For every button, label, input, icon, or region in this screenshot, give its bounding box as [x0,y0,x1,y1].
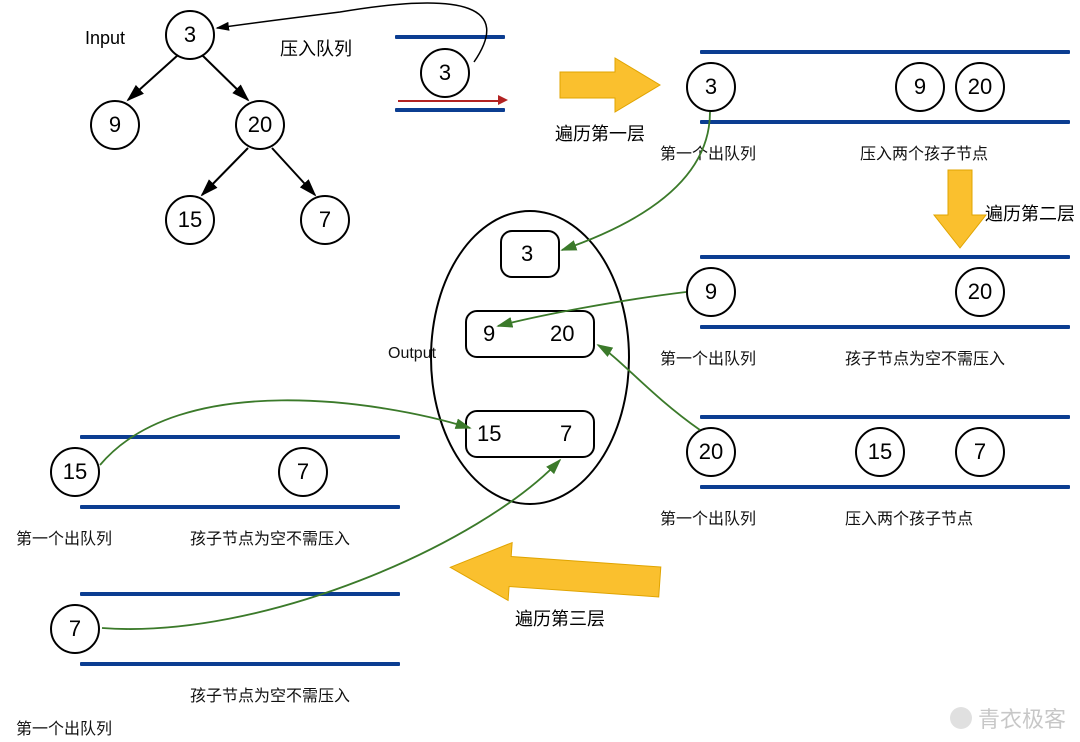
queue-l3a-item-0: 7 [278,447,328,497]
red-arrow-head [498,95,508,105]
l1-dequeue-label: 第一个出队列 [660,140,756,164]
queue-l2a-item-0-value: 20 [968,279,992,305]
tree-edge-root-right [202,55,248,100]
l3a-dequeue-label: 第一个出队列 [16,525,112,549]
queue-l1-dequeued: 3 [686,62,736,112]
output-row-1-0: 9 [483,321,495,347]
l1-push-children-label: 压入两个孩子节点 [860,140,988,164]
queue-l2b-dequeued: 20 [686,427,736,477]
queue-l2b-bottom [700,485,1070,489]
tree-edge-right-left [202,148,248,195]
red-arrow-line [398,100,498,102]
tree-node-right-value: 20 [248,112,272,138]
queue-l1-item-0: 9 [895,62,945,112]
wechat-icon [950,707,972,729]
queue-l3a-bottom [80,505,400,509]
queue-initial-item-0: 3 [420,48,470,98]
l2b-push-children-label: 压入两个孩子节点 [845,505,973,529]
tree-node-right-left-value: 15 [178,207,202,233]
queue-l2a-dequeued: 9 [686,267,736,317]
big-arrow-l1 [560,58,660,112]
queue-l1-item-1-value: 20 [968,74,992,100]
queue-l3b-dequeued-value: 7 [69,616,81,642]
big-arrow-l3 [448,538,662,611]
traverse-l1-label: 遍历第一层 [555,120,645,146]
queue-l3b-dequeued: 7 [50,604,100,654]
l3a-empty-label: 孩子节点为空不需压入 [190,525,350,549]
queue-l1-top [700,50,1070,54]
queue-l3a-top [80,435,400,439]
diagram-stage: Input 3 9 20 15 7 压入队列 3 遍历第一层 3 9 20 第一… [0,0,1080,742]
tree-edge-root-left [128,55,178,100]
queue-l2a-dequeued-value: 9 [705,279,717,305]
l2b-dequeue-label: 第一个出队列 [660,505,756,529]
watermark: 青衣极客 [950,702,1066,734]
tree-node-right-left: 15 [165,195,215,245]
output-label: Output [388,345,436,363]
output-row-2-1: 7 [560,421,572,447]
queue-l3a-dequeued: 15 [50,447,100,497]
input-label: Input [85,28,125,49]
tree-node-left: 9 [90,100,140,150]
queue-l2a-top [700,255,1070,259]
queue-initial-top [395,35,505,39]
tree-node-root-value: 3 [184,22,196,48]
watermark-text: 青衣极客 [978,702,1066,734]
tree-node-left-value: 9 [109,112,121,138]
l3b-dequeue-label: 第一个出队列 [16,715,112,739]
tree-node-right-right-value: 7 [319,207,331,233]
l3b-empty-label: 孩子节点为空不需压入 [190,682,350,706]
queue-l1-dequeued-value: 3 [705,74,717,100]
queue-l1-item-1: 20 [955,62,1005,112]
queue-l3b-bottom [80,662,400,666]
queue-l2b-dequeued-value: 20 [699,439,723,465]
queue-l2b-top [700,415,1070,419]
queue-l3a-item-0-value: 7 [297,459,309,485]
tree-node-right-right: 7 [300,195,350,245]
queue-l2b-item-0-value: 15 [868,439,892,465]
traverse-l3-label: 遍历第三层 [515,605,605,631]
l2a-empty-label: 孩子节点为空不需压入 [845,345,1005,369]
output-row-2-0: 15 [477,421,501,447]
queue-l3b-top [80,592,400,596]
queue-l1-bottom [700,120,1070,124]
queue-initial-item-0-value: 3 [439,60,451,86]
queue-initial-bottom [395,108,505,112]
output-row-0-0: 3 [521,241,533,267]
queue-l3a-dequeued-value: 15 [63,459,87,485]
l2a-dequeue-label: 第一个出队列 [660,345,756,369]
queue-l2a-bottom [700,325,1070,329]
traverse-l2-label: 遍历第二层 [985,200,1075,226]
tree-node-right: 20 [235,100,285,150]
queue-l2a-item-0: 20 [955,267,1005,317]
tree-edge-right-right [272,148,315,195]
push-queue-label: 压入队列 [280,35,352,61]
big-arrow-l2 [934,170,986,248]
queue-l2b-item-0: 15 [855,427,905,477]
tree-node-root: 3 [165,10,215,60]
queue-l1-item-0-value: 9 [914,74,926,100]
output-row-1-1: 20 [550,321,574,347]
queue-l2b-item-1-value: 7 [974,439,986,465]
queue-l2b-item-1: 7 [955,427,1005,477]
